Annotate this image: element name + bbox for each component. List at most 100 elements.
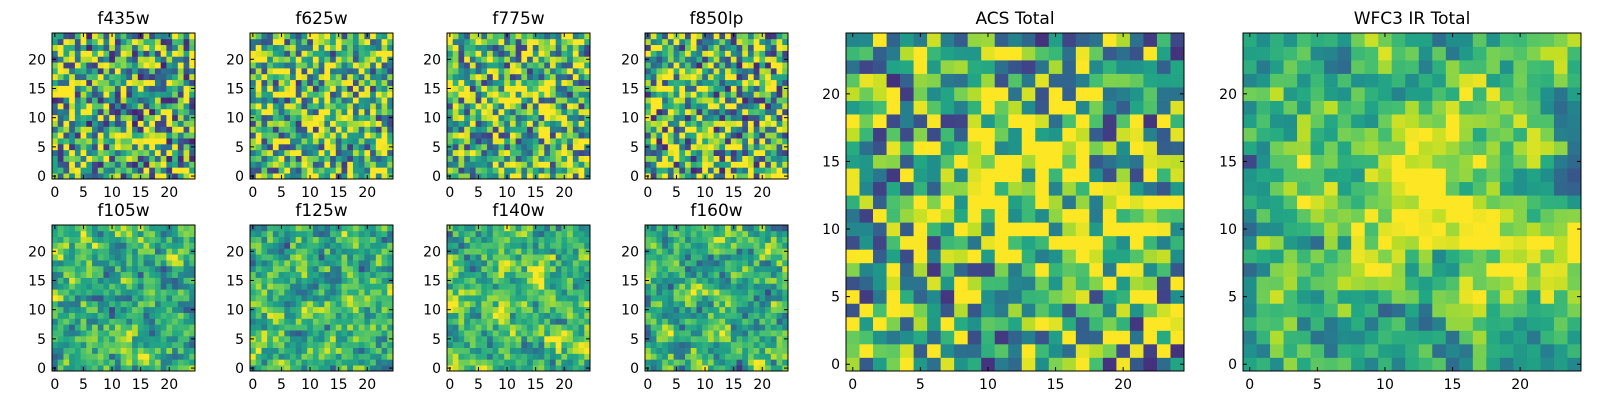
heatmap-cell [250,138,257,145]
heatmap-cell [324,126,331,133]
heatmap-cell [103,38,110,46]
heatmap-cell [572,103,579,110]
heatmap-cell [452,230,459,238]
heatmap-cell [69,283,76,290]
heatmap-cell [307,149,314,156]
heatmap-cell [358,242,365,249]
heatmap-cell [584,289,591,296]
heatmap-cell [509,365,516,372]
heatmap-cell [381,312,388,319]
heatmap-cell [352,295,360,302]
heatmap-cell [578,248,585,255]
heatmap-cell [679,103,686,110]
heatmap-cell [475,335,482,343]
heatmap-cell [352,173,360,180]
heatmap-cell [765,300,772,308]
heatmap-cell [719,44,726,51]
heatmap-cell [544,103,551,110]
heatmap-cell [458,120,465,127]
heatmap-cell [679,155,686,162]
heatmap-cell [114,50,121,57]
heatmap-cell [290,91,297,98]
heatmap-cell [538,155,545,162]
heatmap-cell [318,335,325,343]
heatmap-cell [143,138,150,145]
heatmap-cell [656,300,663,308]
heatmap-cell [177,306,184,313]
heatmap-cell [160,248,167,255]
heatmap-cell [330,97,337,104]
heatmap-cell [458,149,465,156]
heatmap-cell [290,341,297,348]
heatmap-cell [492,347,499,354]
heatmap-cell [645,149,652,156]
heatmap-cell [685,365,692,372]
heatmap-cell [770,289,777,296]
heatmap-cell [656,161,663,168]
heatmap-cell [753,300,760,308]
heatmap-cell [154,260,162,267]
heatmap-cell [707,306,714,313]
heatmap-cell [685,62,692,69]
heatmap-cell [255,173,262,180]
heatmap-cell [458,167,465,174]
heatmap-cell [132,330,139,337]
heatmap-cell [370,155,377,162]
heatmap-cell [690,335,697,343]
heatmap-cell [375,324,382,331]
heatmap-cell [183,330,190,337]
heatmap-cell [137,143,144,151]
heatmap-cell [549,38,557,46]
heatmap-cell [341,149,348,156]
heatmap-cell [290,108,297,116]
heatmap-cell [776,300,783,308]
heatmap-cell [782,167,789,174]
heatmap-cell [509,120,516,127]
heatmap-cell [114,335,121,343]
heatmap-cell [515,312,522,319]
heatmap-cell [109,295,116,302]
heatmap-cell [267,225,274,232]
heatmap-cell [267,132,274,139]
heatmap-cell [290,260,297,267]
heatmap-cell [370,114,377,121]
heatmap-cell [719,330,726,337]
heatmap-cell [255,265,262,273]
heatmap-cell [189,230,196,238]
heatmap-cell [567,283,574,290]
heatmap-cell [57,365,64,372]
heatmap-cell [782,289,789,296]
heatmap-cell [509,173,516,180]
heatmap-cell [381,359,388,366]
heatmap-cell [498,341,505,348]
heatmap-cell [97,173,104,180]
heatmap-cell [267,359,274,366]
heatmap-cell [307,126,314,133]
heatmap-cell [272,230,279,238]
heatmap-cell [132,271,139,278]
heatmap-cell [702,277,709,284]
heatmap-cell [475,97,482,104]
heatmap-cell [713,295,720,302]
heatmap-cell [143,347,150,354]
heatmap-cell [782,138,789,145]
heatmap-cell [364,161,371,168]
heatmap-cell [272,126,279,133]
heatmap-cell [650,132,657,139]
heatmap-cell [347,283,354,290]
heatmap-cell [492,126,499,133]
heatmap-cell [656,50,663,57]
heatmap-cell [521,248,528,255]
heatmap-cell [63,85,70,92]
heatmap-cell [278,44,285,51]
heatmap-cell [492,324,499,331]
x-tick-label: 0 [445,377,454,393]
heatmap-cell [730,283,737,290]
heatmap-cell [719,120,726,127]
heatmap-cell [567,289,574,296]
heatmap-cell [753,347,760,354]
heatmap-cell [166,318,173,325]
heatmap-cell [172,277,179,284]
heatmap-cell [324,335,331,343]
heatmap-cell [272,265,279,273]
